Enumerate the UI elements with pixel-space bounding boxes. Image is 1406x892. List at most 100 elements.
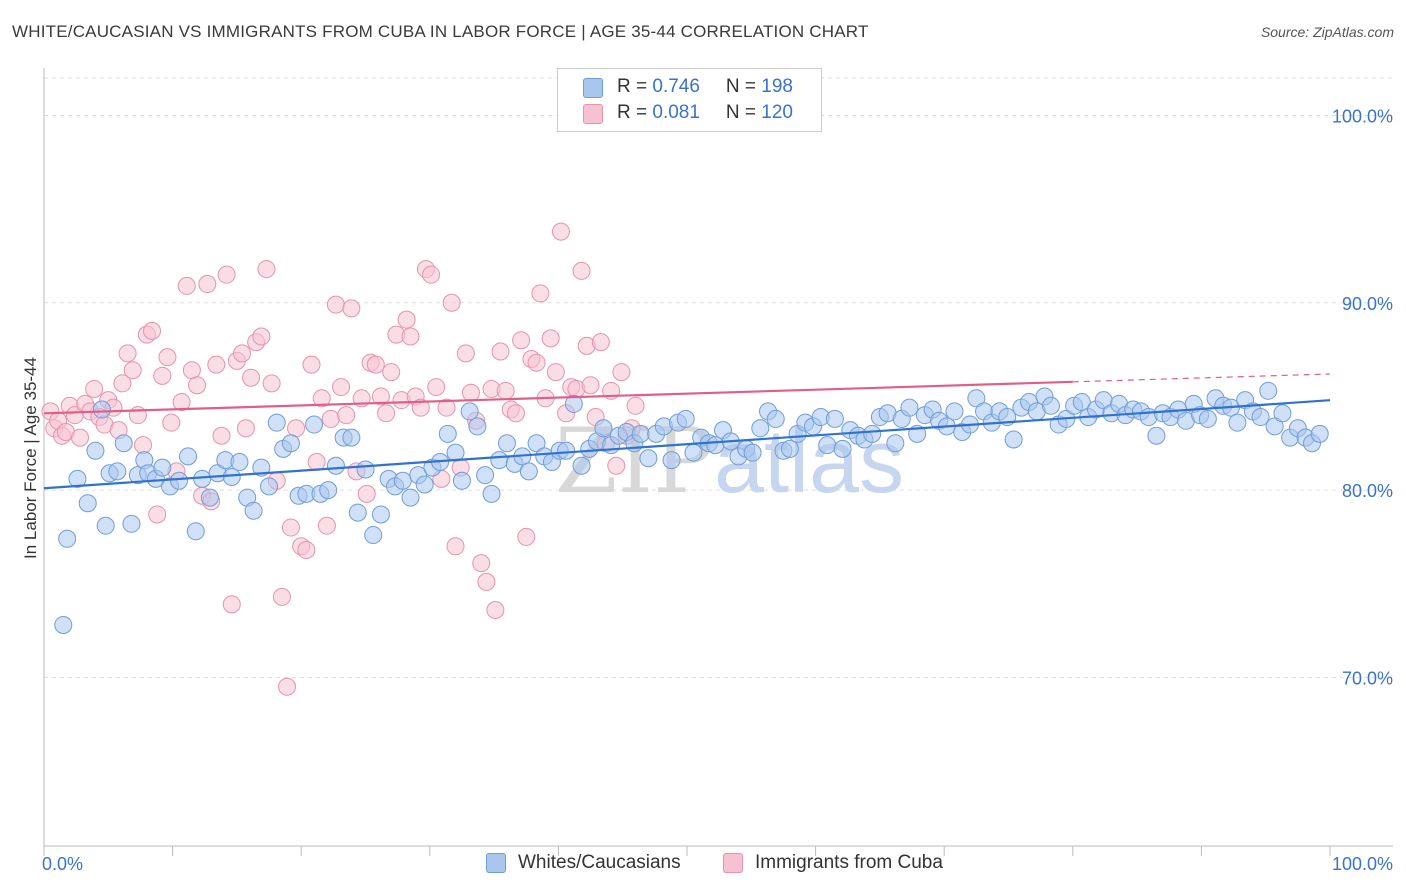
legend-item-cuba: Immigrants from Cuba — [723, 852, 943, 874]
y-tick-label: 100.0% — [1332, 106, 1393, 126]
data-point-cuba — [148, 505, 167, 524]
data-point-whites — [371, 505, 390, 524]
data-point-cuba — [527, 353, 546, 372]
data-point-whites — [766, 409, 785, 428]
data-point-whites — [751, 419, 770, 438]
data-point-whites — [497, 434, 516, 453]
trend-line-cuba-extrapolated — [1072, 373, 1331, 383]
data-point-cuba — [427, 378, 446, 397]
data-point-whites — [108, 462, 127, 481]
data-point-whites — [281, 434, 300, 453]
data-point-whites — [662, 451, 681, 470]
data-point-cuba — [332, 378, 351, 397]
data-point-whites — [743, 443, 762, 462]
data-point-whites — [244, 501, 263, 520]
data-point-whites — [557, 441, 576, 460]
data-point-cuba — [262, 374, 281, 393]
trend-line-cuba — [43, 380, 1073, 415]
data-point-whites — [476, 466, 495, 485]
legend-item-whites: Whites/Caucasians — [486, 852, 681, 874]
data-point-cuba — [326, 295, 345, 314]
data-point-whites — [393, 471, 412, 490]
legend-label-whites: Whites/Caucasians — [518, 852, 681, 873]
data-point-whites — [1310, 424, 1329, 443]
data-point-whites — [684, 443, 703, 462]
stats-row-whites: R = 0.746 N = 198 — [583, 75, 793, 99]
data-point-cuba — [607, 456, 626, 475]
data-point-cuba — [377, 404, 396, 423]
data-point-whites — [230, 453, 249, 471]
data-point-whites — [319, 481, 338, 500]
data-point-cuba — [287, 419, 306, 438]
data-point-whites — [170, 471, 189, 490]
data-point-whites — [1147, 426, 1166, 445]
data-point-cuba — [118, 344, 137, 363]
data-point-cuba — [217, 265, 236, 284]
data-point-cuba — [357, 484, 376, 503]
data-point-whites — [58, 529, 77, 548]
data-point-whites — [122, 514, 141, 533]
series-whites-caucasians — [54, 381, 1329, 634]
data-point-cuba — [252, 327, 271, 346]
data-point-cuba — [281, 518, 300, 537]
data-point-cuba — [143, 321, 162, 340]
data-point-cuba — [158, 348, 177, 367]
data-point-cuba — [366, 355, 385, 374]
legend-swatch-whites — [486, 853, 506, 873]
data-point-cuba — [153, 366, 172, 385]
data-point-cuba — [317, 516, 336, 535]
data-point-whites — [833, 439, 852, 458]
data-point-whites — [342, 428, 361, 447]
data-point-cuba — [442, 293, 461, 312]
data-point-whites — [631, 424, 650, 443]
legend-swatch-cuba — [723, 853, 743, 873]
data-point-whites — [780, 439, 799, 458]
data-point-cuba — [551, 222, 570, 241]
data-point-whites — [1198, 409, 1217, 428]
data-point-cuba — [321, 409, 340, 428]
data-point-cuba — [177, 276, 196, 295]
data-point-cuba — [113, 374, 132, 393]
data-point-whites — [945, 402, 964, 421]
data-point-whites — [594, 419, 613, 438]
bottom-legend: Whites/Caucasians Immigrants from Cuba — [0, 852, 1406, 878]
data-point-whites — [490, 451, 509, 470]
data-point-cuba — [486, 600, 505, 619]
x-tick-label: 0.0% — [42, 854, 83, 874]
data-point-cuba — [222, 595, 241, 614]
data-point-whites — [1228, 413, 1247, 432]
data-point-cuba — [134, 436, 153, 455]
data-point-cuba — [207, 355, 226, 374]
data-point-cuba — [496, 381, 515, 400]
data-point-whites — [326, 456, 345, 475]
data-point-cuba — [123, 361, 142, 380]
data-point-cuba — [541, 329, 560, 348]
data-point-whites — [1251, 408, 1270, 427]
data-point-whites — [68, 469, 87, 488]
data-point-whites — [438, 424, 457, 443]
data-point-whites — [179, 447, 198, 466]
data-point-cuba — [437, 398, 456, 417]
data-point-cuba — [297, 541, 316, 560]
data-point-cuba — [342, 299, 361, 318]
data-point-cuba — [517, 527, 536, 546]
data-point-cuba — [312, 389, 331, 408]
data-point-whites — [54, 615, 73, 634]
data-point-whites — [1041, 396, 1060, 415]
r-value-cuba: 0.081 — [652, 102, 700, 123]
data-point-whites — [222, 467, 241, 486]
data-point-cuba — [626, 396, 645, 415]
data-point-cuba — [612, 363, 631, 382]
data-point-cuba — [337, 406, 356, 425]
data-point-whites — [572, 456, 591, 475]
data-point-cuba — [172, 393, 191, 412]
data-point-whites — [153, 458, 172, 477]
data-point-whites — [267, 413, 286, 432]
data-point-whites — [452, 471, 471, 490]
data-point-cuba — [162, 413, 181, 432]
y-tick-label: 80.0% — [1342, 481, 1393, 501]
data-point-cuba — [242, 368, 261, 387]
data-point-cuba — [461, 383, 480, 402]
data-point-cuba — [401, 327, 420, 346]
data-point-cuba — [302, 355, 321, 374]
